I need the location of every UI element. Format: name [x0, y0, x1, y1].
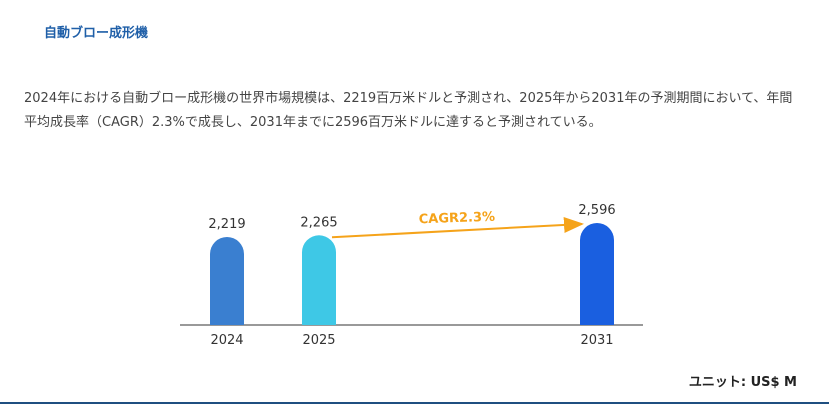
tick-label-2024: 2024	[210, 333, 243, 348]
value-label-2031: 2,596	[578, 203, 615, 218]
bar-2024	[210, 237, 244, 325]
bottom-divider	[0, 402, 829, 404]
value-label-2024: 2,219	[208, 217, 245, 232]
tick-label-2025: 2025	[302, 333, 335, 348]
page-title: 自動ブロー成形機	[44, 26, 149, 41]
bar-2031	[580, 223, 614, 325]
bar-2025	[302, 235, 336, 325]
cagr-arrow	[331, 216, 584, 239]
unit-label: ユニット: US$ M	[688, 375, 797, 390]
cagr-label: CAGR2.3%	[418, 210, 495, 228]
value-label-2025: 2,265	[300, 215, 337, 230]
tick-label-2031: 2031	[580, 333, 613, 348]
market-description: 2024年における自動ブロー成形機の世界市場規模は、2219百万米ドルと予測され…	[24, 91, 793, 130]
